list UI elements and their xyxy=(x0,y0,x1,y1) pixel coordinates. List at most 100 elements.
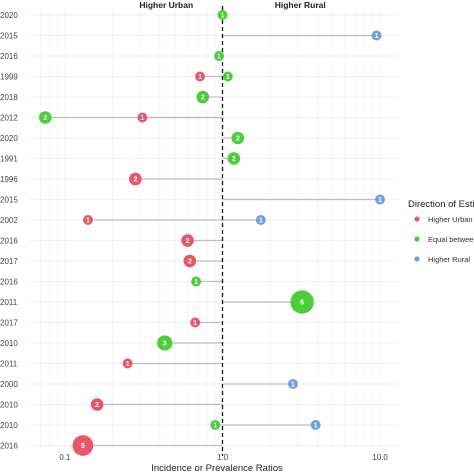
data-point: 1 xyxy=(287,379,298,389)
data-point: 1 xyxy=(137,112,148,123)
point-count-label: 2 xyxy=(95,402,99,409)
y-tick-label: 2018 xyxy=(0,93,18,102)
point-count-label: 2 xyxy=(188,259,192,266)
x-tick-label: 0.1 xyxy=(59,453,71,462)
x-tick-label: 10.0 xyxy=(372,453,388,462)
y-tick-label: 2017 xyxy=(0,319,18,328)
point-marker xyxy=(90,398,104,411)
y-tick-label: 1991 xyxy=(0,155,18,164)
point-marker xyxy=(287,379,298,389)
y-tick-label: 2010 xyxy=(0,421,18,430)
data-point: 1 xyxy=(122,358,133,369)
legend-swatch xyxy=(414,216,420,222)
point-count-label: 1 xyxy=(213,423,217,430)
point-count-label: 1 xyxy=(193,320,197,327)
data-point: 1 xyxy=(310,420,321,430)
point-count-label: 2 xyxy=(236,136,240,143)
y-tick-label: 2016 xyxy=(0,442,18,451)
legend-item: Equal betwee xyxy=(414,235,473,244)
point-marker xyxy=(190,317,201,328)
y-tick-label: 2010 xyxy=(0,339,18,348)
data-point: 2 xyxy=(227,152,241,165)
point-marker xyxy=(83,215,93,225)
point-marker xyxy=(38,111,52,124)
point-marker xyxy=(137,112,148,123)
point-marker xyxy=(255,215,266,225)
y-tick-label: 2015 xyxy=(0,196,18,205)
data-point: 1 xyxy=(190,317,201,328)
legend-swatch xyxy=(414,256,420,262)
legend-title: Direction of Esti xyxy=(408,199,474,210)
point-count-label: 1 xyxy=(378,197,382,204)
data-point: 1 xyxy=(83,215,93,225)
point-marker xyxy=(195,71,205,82)
point-count-label: 2 xyxy=(43,115,47,122)
point-count-label: 1 xyxy=(217,54,221,61)
data-point: 2 xyxy=(181,234,194,247)
legend-item: Higher Rural xyxy=(414,255,470,264)
y-tick-label: 2012 xyxy=(0,114,18,123)
legend-item: Higher Urban xyxy=(414,215,473,224)
point-marker xyxy=(183,254,197,268)
y-tick-labels: 2020 2015 2016 1999 2018 2012 2020 1991 1996 2015… xyxy=(0,11,18,451)
data-point: 2 xyxy=(129,172,142,186)
point-count-label: 2 xyxy=(201,95,205,102)
point-marker xyxy=(72,435,94,456)
data-point: 2 xyxy=(231,131,245,145)
point-count-label: 2 xyxy=(232,156,236,163)
y-tick-label: 2000 xyxy=(0,380,18,389)
point-marker xyxy=(371,30,382,41)
point-marker xyxy=(231,131,245,145)
point-marker xyxy=(210,420,221,430)
region-label-rural: Higher Rural xyxy=(275,0,326,10)
legend-label: Equal betwee xyxy=(428,235,473,244)
y-tick-label: 2016 xyxy=(0,52,18,61)
data-point: 1 xyxy=(375,194,385,205)
y-tick-label: 2011 xyxy=(0,298,18,307)
point-marker xyxy=(191,276,202,287)
y-tick-label: 2016 xyxy=(0,237,18,246)
data-point: 2 xyxy=(196,90,210,104)
data-points: 1 1 1 1 1 2 2 1 2 2 2 1 1 1 2 2 1 6 1 3 1 1 2 1 1 5 xyxy=(38,10,385,456)
y-tick-label: 2002 xyxy=(0,216,18,225)
y-tick-label: 2016 xyxy=(0,278,18,287)
legend: Direction of Esti Higher Urban Equal betw… xyxy=(408,199,474,264)
point-count-label: 1 xyxy=(86,218,90,225)
point-marker xyxy=(310,420,321,430)
point-count-label: 1 xyxy=(221,13,225,20)
data-point: 1 xyxy=(217,10,228,20)
y-tick-label: 2015 xyxy=(0,32,18,41)
point-count-label: 5 xyxy=(81,443,85,450)
data-point: 3 xyxy=(157,335,173,351)
point-marker xyxy=(196,90,210,104)
point-marker xyxy=(290,290,314,314)
data-point: 1 xyxy=(255,215,266,225)
point-count-label: 1 xyxy=(194,279,198,286)
point-marker xyxy=(375,194,385,205)
region-label-urban: Higher Urban xyxy=(139,0,193,10)
x-tick-labels: 0.1 1.0 10.0 xyxy=(59,453,388,462)
point-marker xyxy=(217,10,228,20)
point-marker xyxy=(122,358,133,369)
legend-label: Higher Rural xyxy=(428,255,470,264)
point-marker xyxy=(214,51,224,61)
point-count-label: 1 xyxy=(291,382,295,389)
point-count-label: 1 xyxy=(259,218,263,225)
point-count-label: 1 xyxy=(126,361,130,368)
point-marker xyxy=(181,234,194,247)
point-count-label: 1 xyxy=(314,423,318,430)
legend-label: Higher Urban xyxy=(428,215,473,224)
y-tick-label: 1996 xyxy=(0,175,18,184)
y-tick-label: 2017 xyxy=(0,257,18,266)
x-axis-label: Incidence or Prevalence Ratios xyxy=(151,463,283,474)
point-count-label: 1 xyxy=(226,74,230,81)
data-point: 1 xyxy=(191,276,202,287)
y-tick-label: 1999 xyxy=(0,73,18,82)
point-marker xyxy=(227,152,241,165)
legend-swatch xyxy=(414,236,420,242)
point-count-label: 1 xyxy=(198,74,202,81)
point-count-label: 1 xyxy=(375,33,379,40)
point-count-label: 6 xyxy=(300,300,304,307)
grid-lines xyxy=(30,10,398,448)
